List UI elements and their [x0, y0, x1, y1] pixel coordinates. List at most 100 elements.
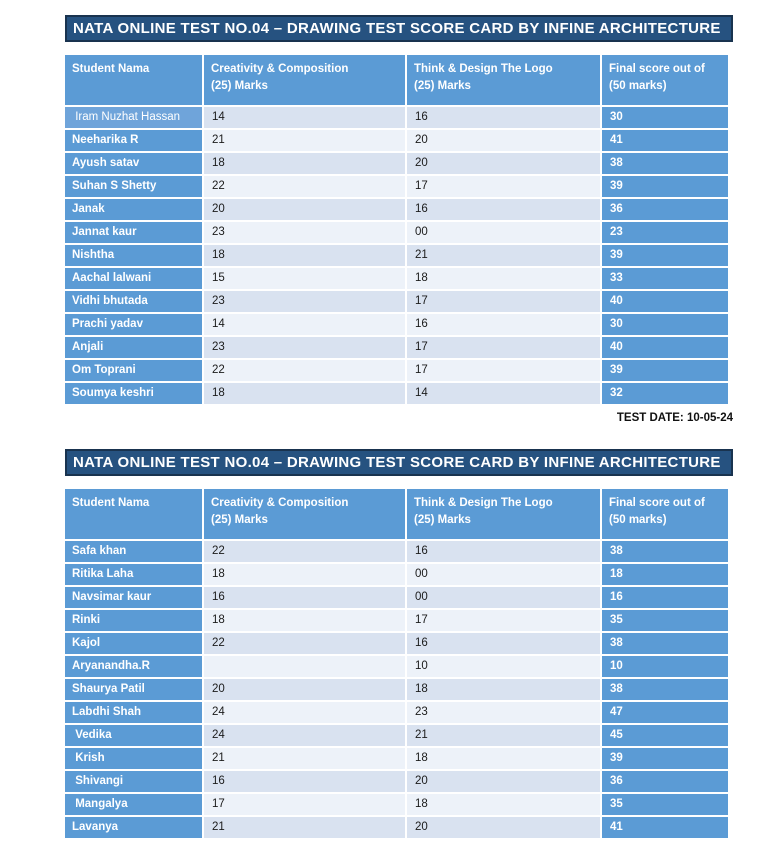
final-score-cell: 39: [602, 176, 728, 197]
column-header-logo: Think & Design The Logo (25) Marks: [407, 55, 600, 105]
student-name-cell: Navsimar kaur: [65, 587, 202, 608]
final-score-cell: 23: [602, 222, 728, 243]
logo-score-cell: 16: [407, 633, 600, 654]
final-score-cell: 41: [602, 130, 728, 151]
score-table-header: Student Nama Creativity & Composition (2…: [65, 55, 728, 105]
final-score-cell: 10: [602, 656, 728, 677]
score-card-title: NATA ONLINE TEST NO.04 – DRAWING TEST SC…: [65, 449, 733, 476]
creativity-score-cell: 14: [204, 314, 405, 335]
logo-score-cell: 20: [407, 130, 600, 151]
final-score-cell: 40: [602, 291, 728, 312]
score-card-2: NATA ONLINE TEST NO.04 – DRAWING TEST SC…: [65, 449, 733, 838]
logo-score-cell: 10: [407, 656, 600, 677]
logo-score-cell: 18: [407, 748, 600, 769]
logo-score-cell: 00: [407, 564, 600, 585]
logo-score-cell: 17: [407, 337, 600, 358]
creativity-score-cell: 18: [204, 383, 405, 404]
student-name-cell: Neeharika R: [65, 130, 202, 151]
logo-score-cell: 16: [407, 314, 600, 335]
creativity-score-cell: 22: [204, 176, 405, 197]
logo-score-cell: 20: [407, 771, 600, 792]
final-score-cell: 30: [602, 107, 728, 128]
student-name-cell: Ritika Laha: [65, 564, 202, 585]
creativity-score-cell: 23: [204, 291, 405, 312]
logo-score-cell: 16: [407, 107, 600, 128]
student-name-cell: Rinki: [65, 610, 202, 631]
creativity-score-cell: 18: [204, 245, 405, 266]
final-score-cell: 47: [602, 702, 728, 723]
final-score-cell: 18: [602, 564, 728, 585]
creativity-score-cell: 20: [204, 199, 405, 220]
final-score-cell: 39: [602, 748, 728, 769]
logo-score-cell: 21: [407, 245, 600, 266]
student-name-cell: Om Toprani: [65, 360, 202, 381]
column-header-final: Final score out of (50 marks): [602, 55, 728, 105]
creativity-score-cell: 23: [204, 337, 405, 358]
final-score-cell: 45: [602, 725, 728, 746]
final-score-cell: 35: [602, 610, 728, 631]
creativity-score-cell: 21: [204, 130, 405, 151]
logo-score-cell: 00: [407, 587, 600, 608]
creativity-score-cell: 18: [204, 153, 405, 174]
final-score-cell: 40: [602, 337, 728, 358]
score-table-body: Safa khan 22 16 38 Ritika Laha 18 00 18 …: [65, 541, 728, 838]
creativity-score-cell: 22: [204, 633, 405, 654]
student-name-cell: Anjali: [65, 337, 202, 358]
student-name-cell: Mangalya: [65, 794, 202, 815]
final-score-cell: 32: [602, 383, 728, 404]
final-score-cell: 38: [602, 633, 728, 654]
creativity-score-cell: 15: [204, 268, 405, 289]
creativity-score-cell: 22: [204, 360, 405, 381]
logo-score-cell: 21: [407, 725, 600, 746]
logo-score-cell: 18: [407, 268, 600, 289]
column-header-student: Student Nama: [65, 55, 202, 105]
creativity-score-cell: 24: [204, 725, 405, 746]
score-table-body: Iram Nuzhat Hassan 14 16 30 Neeharika R …: [65, 107, 728, 404]
student-name-cell: Vedika: [65, 725, 202, 746]
student-name-cell: Iram Nuzhat Hassan: [65, 107, 202, 128]
creativity-score-cell: 18: [204, 564, 405, 585]
student-name-cell: Soumya keshri: [65, 383, 202, 404]
final-score-cell: 16: [602, 587, 728, 608]
creativity-score-cell: 16: [204, 771, 405, 792]
logo-score-cell: 17: [407, 176, 600, 197]
final-score-cell: 36: [602, 199, 728, 220]
column-header-creativity: Creativity & Composition (25) Marks: [204, 55, 405, 105]
score-card-1: NATA ONLINE TEST NO.04 – DRAWING TEST SC…: [65, 15, 733, 404]
logo-score-cell: 16: [407, 199, 600, 220]
logo-score-cell: 17: [407, 291, 600, 312]
student-name-cell: Ayush satav: [65, 153, 202, 174]
creativity-score-cell: 20: [204, 679, 405, 700]
creativity-score-cell: 23: [204, 222, 405, 243]
final-score-cell: 36: [602, 771, 728, 792]
logo-score-cell: 20: [407, 817, 600, 838]
student-name-cell: Kajol: [65, 633, 202, 654]
student-name-cell: Shaurya Patil: [65, 679, 202, 700]
creativity-score-cell: 21: [204, 817, 405, 838]
final-score-cell: 33: [602, 268, 728, 289]
logo-score-cell: 18: [407, 794, 600, 815]
final-score-cell: 39: [602, 245, 728, 266]
creativity-score-cell: 17: [204, 794, 405, 815]
final-score-cell: 39: [602, 360, 728, 381]
student-name-cell: Shivangi: [65, 771, 202, 792]
column-header-creativity: Creativity & Composition (25) Marks: [204, 489, 405, 539]
logo-score-cell: 14: [407, 383, 600, 404]
student-name-cell: Safa khan: [65, 541, 202, 562]
student-name-cell: Lavanya: [65, 817, 202, 838]
student-name-cell: Jannat kaur: [65, 222, 202, 243]
page: NATA ONLINE TEST NO.04 – DRAWING TEST SC…: [65, 15, 733, 838]
creativity-score-cell: 18: [204, 610, 405, 631]
student-name-cell: Janak: [65, 199, 202, 220]
logo-score-cell: 00: [407, 222, 600, 243]
student-name-cell: Prachi yadav: [65, 314, 202, 335]
logo-score-cell: 17: [407, 360, 600, 381]
score-table-header: Student Nama Creativity & Composition (2…: [65, 489, 728, 539]
creativity-score-cell: [204, 656, 405, 677]
final-score-cell: 38: [602, 679, 728, 700]
final-score-cell: 30: [602, 314, 728, 335]
logo-score-cell: 23: [407, 702, 600, 723]
final-score-cell: 38: [602, 541, 728, 562]
test-date: TEST DATE: 10-05-24: [616, 412, 733, 424]
column-header-final: Final score out of (50 marks): [602, 489, 728, 539]
